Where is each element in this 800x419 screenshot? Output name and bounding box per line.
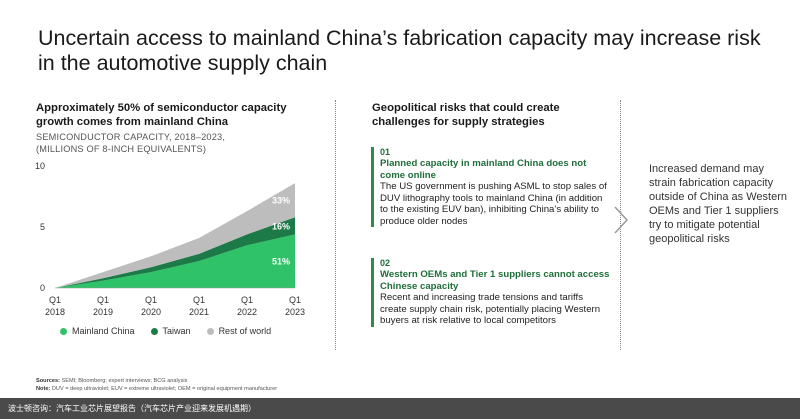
risk-accent-bar: [371, 147, 374, 227]
page-title: Uncertain access to mainland China’s fab…: [38, 26, 761, 75]
footer-bar: 波士顿咨询：汽车工业芯片展望报告（汽车芯片产业迎来发展机遇期）: [0, 398, 800, 419]
legend-swatch: [150, 327, 158, 335]
x-tick-label-top: Q1: [241, 295, 253, 305]
note-line: Note: DUV = deep ultraviolet; EUV = extr…: [36, 385, 277, 393]
risk-title: Planned capacity in mainland China does …: [380, 158, 587, 181]
x-tick-label-bottom: 2018: [45, 307, 65, 317]
conclusion-text: Increased demand may strain fabrication …: [649, 163, 787, 245]
x-tick-label-bottom: 2023: [285, 307, 305, 317]
x-tick-label-bottom: 2021: [189, 307, 209, 317]
share-label-mainland-china: 51%: [272, 257, 290, 267]
area-series-mainland-china: [55, 234, 295, 288]
x-tick-label-top: Q1: [193, 295, 205, 305]
risk-body: The US government is pushing ASML to sto…: [380, 181, 607, 227]
legend-item: Taiwan: [150, 326, 191, 336]
legend-swatch: [206, 327, 214, 335]
share-label-taiwan: 16%: [272, 221, 290, 231]
share-label-rest-of-world: 33%: [272, 196, 290, 206]
chevron-right-icon: [614, 206, 629, 234]
risk-body: Recent and increasing trade tensions and…: [380, 292, 601, 326]
x-tick-label-top: Q1: [289, 295, 301, 305]
chart-caption-line1: SEMICONDUCTOR CAPACITY, 2018–2023,: [36, 132, 226, 142]
risk-item-1: 01 Planned capacity in mainland China do…: [371, 147, 610, 227]
legend-item: Rest of world: [206, 326, 272, 336]
chart-legend: Mainland China Taiwan Rest of world: [60, 326, 271, 336]
sources-label: Sources:: [36, 378, 60, 384]
legend-label: Taiwan: [162, 326, 191, 336]
risk-title: Western OEMs and Tier 1 suppliers cannot…: [380, 269, 610, 292]
risk-item-2: 02 Western OEMs and Tier 1 suppliers can…: [371, 258, 610, 327]
x-tick-label-bottom: 2019: [93, 307, 113, 317]
chart-subtitle: Approximately 50% of semiconductor capac…: [36, 102, 287, 128]
y-tick-label: 0: [40, 283, 45, 293]
legend-label: Mainland China: [72, 326, 135, 336]
notes: Sources: SEMI; Bloomberg; expert intervi…: [36, 377, 277, 393]
y-tick-label: 10: [35, 161, 45, 171]
x-tick-label-top: Q1: [97, 295, 109, 305]
x-tick-label-top: Q1: [49, 295, 61, 305]
divider-right: [620, 100, 621, 350]
capacity-area-chart: 51% 16% 33% 0 5 10 Q1 2018 Q1 2019 Q1 2020 Q1 2021 Q1 2…: [35, 161, 305, 317]
y-tick-label: 5: [40, 222, 45, 232]
divider-left: [335, 100, 336, 350]
sources-text: SEMI; Bloomberg; expert interviews; BCG …: [61, 378, 188, 384]
sources-line: Sources: SEMI; Bloomberg; expert intervi…: [36, 377, 277, 385]
legend-item: Mainland China: [60, 326, 135, 336]
x-tick-label-top: Q1: [145, 295, 157, 305]
legend-label: Rest of world: [218, 326, 272, 336]
chart-caption: SEMICONDUCTOR CAPACITY, 2018–2023, (MILL…: [36, 131, 316, 155]
x-tick-label-bottom: 2022: [237, 307, 257, 317]
risks-heading: Geopolitical risks that could create cha…: [372, 102, 560, 128]
legend-swatch: [60, 327, 67, 335]
risk-number: 02: [380, 258, 391, 268]
chart-caption-line2: (MILLIONS OF 8-INCH EQUIVALENTS): [36, 144, 207, 154]
note-text: DUV = deep ultraviolet; EUV = extreme ul…: [51, 386, 278, 392]
risk-accent-bar: [371, 258, 374, 327]
risk-number: 01: [380, 147, 391, 157]
x-tick-label-bottom: 2020: [141, 307, 161, 317]
note-label: Note:: [36, 386, 51, 392]
